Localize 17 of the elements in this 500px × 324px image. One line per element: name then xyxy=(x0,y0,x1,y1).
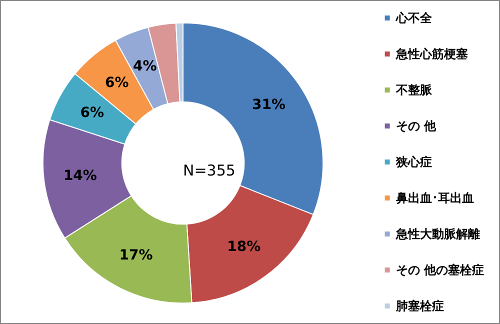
legend-label: その 他 xyxy=(396,119,437,133)
legend-label: 鼻出血･耳出血 xyxy=(394,191,474,205)
legend-label: 不整脈 xyxy=(394,83,433,97)
legend-label: 急性心筋梗塞 xyxy=(394,47,468,61)
data-label: 6% xyxy=(105,75,129,92)
legend-label: その 他の塞栓症 xyxy=(396,263,484,277)
data-label: 31% xyxy=(252,96,286,113)
legend-label: 肺塞栓症 xyxy=(394,299,444,313)
data-label: 18% xyxy=(227,238,261,255)
legend-label: 急性大動脈解離 xyxy=(394,227,480,241)
legend-label: 心不全 xyxy=(394,11,433,25)
data-label: 6% xyxy=(80,105,104,122)
data-label: 14% xyxy=(63,168,97,184)
data-label: 4% xyxy=(132,58,157,75)
data-label: 17% xyxy=(119,247,153,264)
text: N=355 xyxy=(183,162,236,180)
legend-label: 狭心症 xyxy=(394,155,432,169)
